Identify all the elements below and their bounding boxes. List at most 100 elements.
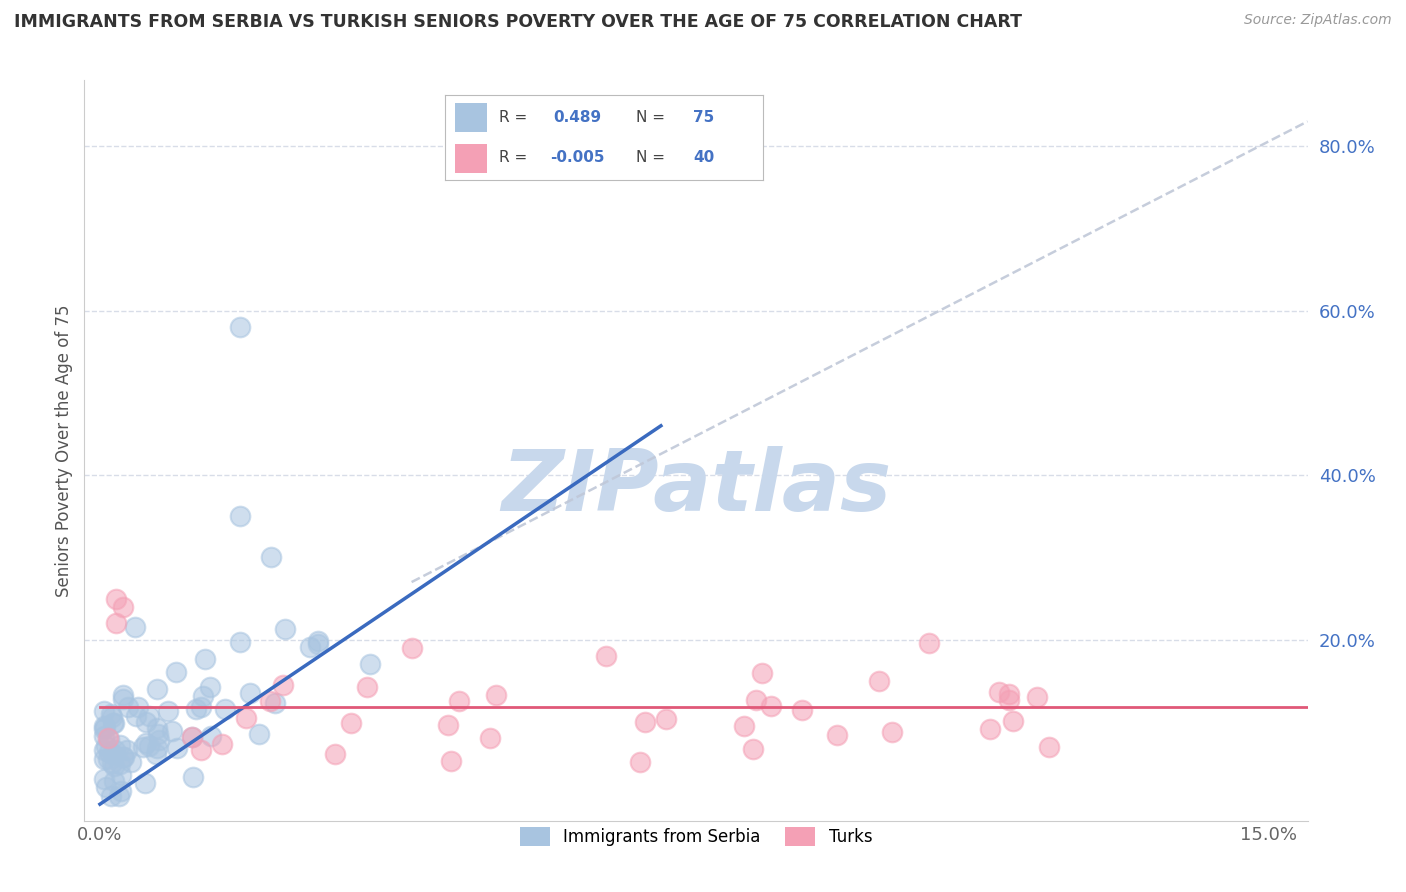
Point bbox=[274, 622, 297, 636]
Point bbox=[125, 708, 148, 723]
Point bbox=[93, 718, 115, 732]
Point bbox=[166, 740, 188, 755]
Point bbox=[93, 772, 115, 787]
Point bbox=[238, 686, 260, 700]
Point bbox=[751, 665, 773, 680]
Point bbox=[101, 715, 124, 730]
Point bbox=[135, 736, 157, 750]
Point bbox=[356, 680, 378, 694]
Point bbox=[229, 320, 252, 334]
Text: Source: ZipAtlas.com: Source: ZipAtlas.com bbox=[1244, 13, 1392, 28]
Point bbox=[146, 741, 169, 756]
Point bbox=[1001, 714, 1024, 728]
Point bbox=[156, 704, 179, 718]
Point bbox=[198, 680, 221, 694]
Point bbox=[112, 749, 135, 764]
Point bbox=[628, 756, 651, 770]
Point bbox=[101, 710, 124, 724]
Point bbox=[131, 739, 153, 754]
Point bbox=[595, 649, 617, 664]
Point bbox=[98, 732, 121, 747]
Point bbox=[100, 706, 122, 721]
Point bbox=[439, 755, 461, 769]
Legend: Immigrants from Serbia, Turks: Immigrants from Serbia, Turks bbox=[513, 821, 879, 853]
Point bbox=[110, 768, 132, 782]
Point bbox=[211, 737, 233, 751]
Point bbox=[107, 789, 129, 803]
Point bbox=[103, 774, 125, 789]
Point bbox=[1038, 739, 1060, 754]
Point bbox=[325, 747, 347, 762]
Point bbox=[104, 616, 127, 631]
Point bbox=[745, 692, 768, 706]
Point bbox=[247, 727, 270, 741]
Point bbox=[1026, 690, 1049, 704]
Point bbox=[307, 634, 329, 648]
Point bbox=[359, 657, 381, 672]
Point bbox=[733, 719, 755, 733]
Point bbox=[145, 747, 167, 762]
Point bbox=[108, 739, 131, 753]
Point bbox=[184, 701, 207, 715]
Point bbox=[104, 743, 127, 757]
Point bbox=[134, 775, 156, 789]
Point bbox=[827, 728, 849, 742]
Point bbox=[868, 673, 890, 688]
Point bbox=[97, 731, 120, 746]
Point bbox=[98, 745, 121, 759]
Point bbox=[190, 742, 212, 756]
Point bbox=[93, 752, 115, 766]
Point bbox=[979, 722, 1001, 736]
Point bbox=[181, 730, 204, 744]
Point bbox=[94, 720, 117, 734]
Point bbox=[93, 729, 115, 743]
Point bbox=[437, 718, 460, 732]
Point bbox=[127, 700, 149, 714]
Point bbox=[792, 703, 814, 717]
Point bbox=[97, 752, 120, 766]
Point bbox=[93, 704, 115, 718]
Point bbox=[340, 715, 363, 730]
Point bbox=[111, 692, 134, 706]
Point bbox=[165, 665, 187, 680]
Point bbox=[100, 789, 122, 803]
Point bbox=[259, 694, 281, 708]
Point bbox=[145, 722, 167, 736]
Point bbox=[110, 784, 132, 798]
Point bbox=[181, 730, 204, 744]
Point bbox=[101, 747, 124, 762]
Point bbox=[918, 636, 941, 650]
Text: IMMIGRANTS FROM SERBIA VS TURKISH SENIORS POVERTY OVER THE AGE OF 75 CORRELATION: IMMIGRANTS FROM SERBIA VS TURKISH SENIOR… bbox=[14, 13, 1022, 31]
Point bbox=[229, 635, 252, 649]
Point bbox=[307, 637, 329, 651]
Point bbox=[103, 715, 125, 730]
Point bbox=[263, 696, 285, 710]
Point bbox=[271, 678, 294, 692]
Point bbox=[998, 687, 1021, 701]
Point bbox=[655, 712, 678, 726]
Point bbox=[110, 756, 132, 771]
Point bbox=[93, 742, 115, 756]
Point bbox=[759, 699, 782, 714]
Point bbox=[148, 733, 170, 747]
Point bbox=[194, 652, 217, 666]
Point bbox=[485, 688, 508, 702]
Point bbox=[634, 714, 657, 729]
Point bbox=[117, 700, 139, 714]
Point bbox=[880, 724, 903, 739]
Point bbox=[214, 702, 236, 716]
Point bbox=[181, 770, 204, 784]
Point bbox=[988, 685, 1011, 699]
Point bbox=[229, 509, 252, 524]
Point bbox=[447, 693, 470, 707]
Point bbox=[111, 688, 134, 702]
Point bbox=[401, 640, 423, 655]
Point bbox=[96, 739, 118, 753]
Point bbox=[100, 756, 122, 771]
Point bbox=[104, 591, 127, 606]
Point bbox=[135, 714, 157, 729]
Point bbox=[93, 722, 115, 736]
Point bbox=[998, 692, 1021, 706]
Point bbox=[742, 741, 765, 756]
Point bbox=[138, 709, 160, 723]
